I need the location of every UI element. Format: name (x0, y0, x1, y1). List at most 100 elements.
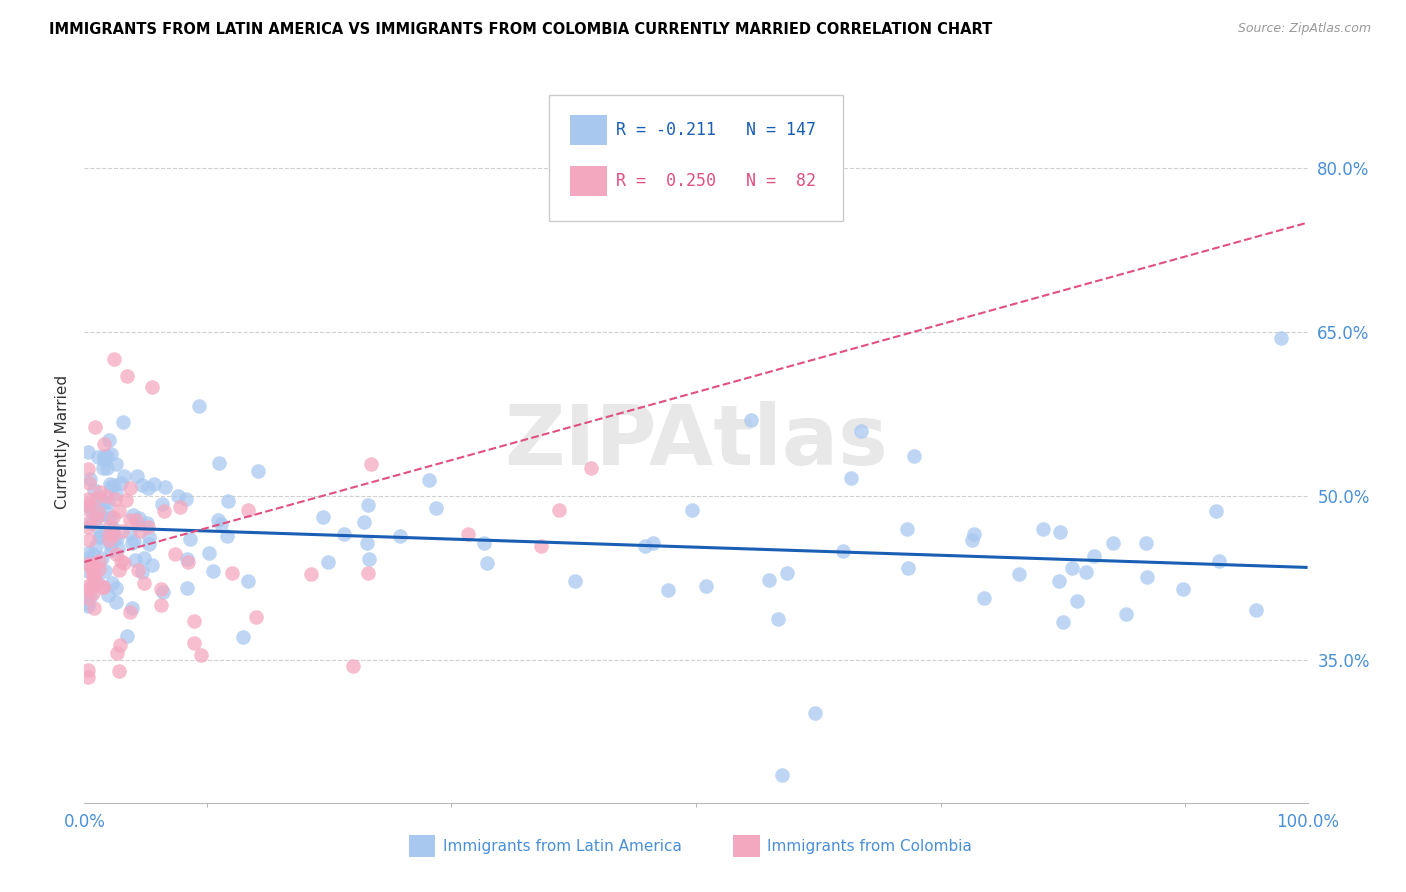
Point (77, 445, 100, 459)
Point (87, 553, 110, 567)
Point (897, 560, 920, 574)
Point (101, 509, 124, 524)
Point (77, 550, 100, 565)
Point (80, 562, 103, 576)
Point (97, 495, 120, 509)
Point (110, 554, 132, 568)
Point (174, 492, 197, 507)
Point (425, 500, 447, 515)
Point (105, 457, 128, 471)
Point (100, 543, 122, 558)
Point (122, 534, 145, 549)
Point (207, 512, 229, 526)
Text: IMMIGRANTS FROM LATIN AMERICA VS IMMIGRANTS FROM COLOMBIA CURRENTLY MARRIED CORR: IMMIGRANTS FROM LATIN AMERICA VS IMMIGRA… (49, 22, 993, 37)
Point (136, 520, 159, 534)
Point (103, 478, 125, 492)
Text: R = -0.211   N = 147: R = -0.211 N = 147 (616, 121, 817, 139)
Point (107, 531, 129, 545)
Point (87, 450, 110, 464)
Bar (569, 115, 606, 145)
Point (98, 519, 121, 533)
Point (770, 768, 793, 782)
Point (1135, 536, 1157, 550)
Point (183, 636, 205, 650)
Point (89, 485, 111, 500)
Point (357, 498, 380, 512)
Point (1008, 567, 1031, 582)
Point (657, 582, 679, 597)
Point (98, 433, 121, 447)
Point (973, 591, 995, 605)
Point (236, 503, 259, 517)
Point (93, 437, 115, 451)
Bar (569, 166, 606, 196)
Point (1244, 603, 1267, 617)
Point (91, 551, 114, 566)
Point (530, 539, 553, 553)
Point (79, 516, 101, 531)
Point (98, 510, 121, 524)
Point (77, 599, 100, 614)
Point (84, 491, 107, 505)
Text: R =  0.250   N =  82: R = 0.250 N = 82 (616, 172, 817, 190)
Point (141, 558, 163, 572)
Bar (733, 835, 759, 857)
Text: Immigrants from Colombia: Immigrants from Colombia (766, 838, 972, 854)
Point (105, 486, 128, 500)
Point (93, 495, 115, 509)
Point (132, 551, 155, 566)
Point (120, 513, 142, 527)
Point (457, 527, 479, 541)
Point (564, 574, 586, 588)
Point (166, 489, 188, 503)
Point (418, 473, 440, 487)
Point (960, 533, 983, 547)
Point (83, 601, 105, 615)
Point (299, 567, 322, 582)
Point (472, 535, 495, 549)
Point (103, 532, 125, 546)
Point (357, 552, 380, 566)
Point (1102, 536, 1125, 550)
Point (839, 471, 862, 485)
Point (91, 580, 114, 594)
Point (82, 557, 104, 571)
Point (79, 475, 101, 490)
Point (150, 497, 173, 511)
Point (342, 659, 364, 673)
Point (77, 499, 100, 513)
Point (77, 546, 100, 560)
Bar (409, 835, 436, 857)
Point (1066, 594, 1088, 608)
Point (804, 706, 827, 721)
Point (77, 515, 100, 529)
Point (1115, 607, 1137, 621)
Point (758, 573, 780, 587)
Point (118, 605, 141, 619)
Point (77, 491, 100, 506)
Point (129, 524, 152, 539)
Point (77, 558, 100, 572)
Point (201, 565, 224, 579)
Point (86, 574, 108, 589)
Point (112, 556, 135, 570)
Point (96, 506, 118, 520)
Point (360, 457, 382, 471)
Point (107, 541, 129, 556)
Point (97, 533, 120, 547)
Point (190, 648, 212, 662)
Point (111, 524, 134, 538)
Point (77, 670, 100, 684)
Point (149, 598, 172, 612)
Point (221, 566, 243, 581)
Point (91, 581, 114, 595)
Point (312, 510, 335, 524)
Point (849, 424, 872, 438)
Point (77, 582, 100, 596)
Point (143, 476, 166, 491)
Point (96, 461, 118, 475)
Point (316, 555, 339, 569)
Point (98, 477, 121, 491)
Point (176, 551, 198, 566)
Point (353, 515, 375, 529)
